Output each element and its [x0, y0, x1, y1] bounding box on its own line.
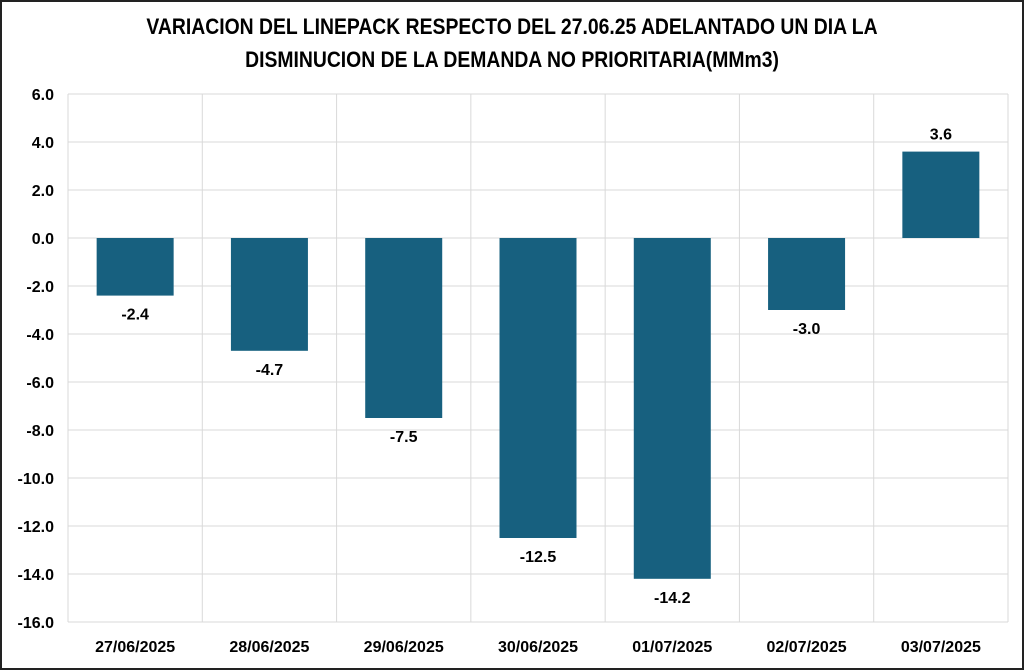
- chart-title-line-1: VARIACION DEL LINEPACK RESPECTO DEL 27.0…: [146, 14, 878, 39]
- data-label: -12.5: [520, 549, 557, 566]
- y-tick-label: 0.0: [32, 231, 54, 248]
- x-tick-label: 27/06/2025: [95, 639, 175, 656]
- bars: [96, 151, 980, 579]
- x-tick-label: 29/06/2025: [364, 639, 444, 656]
- y-tick-label: -16.0: [18, 615, 55, 632]
- data-label: -2.4: [121, 307, 149, 324]
- data-label: -3.0: [793, 321, 821, 338]
- x-tick-label: 28/06/2025: [229, 639, 309, 656]
- data-label: -14.2: [654, 590, 691, 607]
- bar-03/07/2025: [902, 151, 980, 238]
- data-label: -4.7: [256, 362, 284, 379]
- y-tick-label: -2.0: [26, 279, 54, 296]
- data-label: 3.6: [930, 127, 952, 144]
- bar-30/06/2025: [499, 238, 577, 538]
- x-tick-label: 02/07/2025: [767, 639, 847, 656]
- chart-title: VARIACION DEL LINEPACK RESPECTO DEL 27.0…: [61, 10, 962, 76]
- y-axis-ticks: 6.0 4.0 2.0 0.0 -2.0 -4.0 -6.0 -8.0 -10.0 -12.0 -1…: [18, 87, 55, 632]
- y-tick-label: -6.0: [26, 375, 54, 392]
- bar-29/06/2025: [365, 238, 443, 418]
- y-tick-label: -12.0: [18, 519, 55, 536]
- x-tick-label: 30/06/2025: [498, 639, 578, 656]
- bar-27/06/2025: [96, 238, 174, 296]
- x-tick-label: 03/07/2025: [901, 639, 981, 656]
- x-axis-ticks: 27/06/2025 28/06/2025 29/06/2025 30/06/2025…: [95, 639, 981, 656]
- bar-28/06/2025: [230, 238, 308, 351]
- chart-title-line-2: DISMINUCION DE LA DEMANDA NO PRIORITARIA…: [245, 47, 779, 72]
- data-labels: -2.4 -4.7 -7.5 -12.5 -14.2 -3.0 3.6: [121, 127, 952, 607]
- y-tick-label: 2.0: [32, 183, 54, 200]
- y-tick-label: -4.0: [26, 327, 54, 344]
- bar-01/07/2025: [633, 238, 711, 579]
- data-label: -7.5: [390, 429, 418, 446]
- y-tick-label: 4.0: [32, 135, 54, 152]
- y-tick-label: 6.0: [32, 87, 54, 104]
- x-tick-label: 01/07/2025: [632, 639, 712, 656]
- y-tick-label: -14.0: [18, 567, 55, 584]
- bar-02/07/2025: [768, 238, 846, 310]
- y-tick-label: -8.0: [26, 423, 54, 440]
- y-tick-label: -10.0: [18, 471, 55, 488]
